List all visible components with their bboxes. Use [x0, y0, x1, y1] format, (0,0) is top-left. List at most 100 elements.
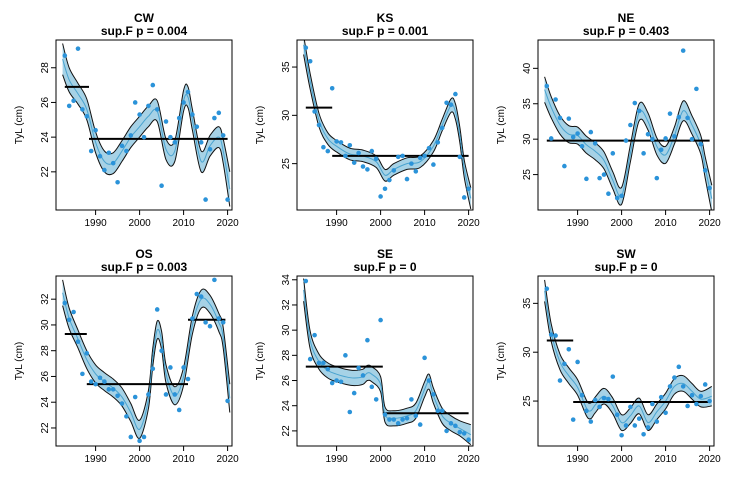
data-point	[395, 421, 401, 426]
data-point	[168, 365, 173, 370]
data-point	[172, 392, 178, 397]
data-point	[150, 366, 156, 372]
data-point	[453, 423, 458, 429]
y-axis-label: TyL (cm)	[496, 106, 507, 145]
y-tick-label: 25	[281, 158, 292, 170]
data-point	[694, 401, 699, 407]
x-tick-label: 1990	[566, 454, 589, 465]
data-point	[150, 82, 156, 88]
data-point	[417, 422, 423, 427]
chart-title: NE	[618, 11, 635, 25]
plot-area	[544, 279, 713, 438]
data-point	[62, 53, 68, 58]
data-point	[312, 109, 317, 114]
data-point	[207, 323, 213, 329]
data-point	[404, 176, 410, 182]
data-point	[80, 107, 85, 112]
data-point	[329, 380, 335, 386]
data-point	[194, 291, 200, 297]
data-point	[548, 136, 554, 141]
data-point	[119, 143, 125, 149]
data-point	[676, 114, 682, 120]
data-point	[110, 387, 116, 392]
data-point	[220, 133, 226, 138]
data-point	[146, 392, 151, 397]
data-point	[351, 160, 357, 165]
y-tick-label: 22	[40, 166, 51, 178]
data-point	[439, 408, 445, 414]
y-axis-label: TyL (cm)	[14, 342, 25, 381]
y-axis-label: TyL (cm)	[14, 106, 25, 145]
data-point	[141, 434, 147, 440]
data-point	[325, 148, 331, 154]
data-point	[378, 317, 383, 323]
chart-subtitle: sup.F p = 0.001	[342, 24, 429, 38]
data-point	[154, 107, 160, 112]
data-point	[562, 163, 567, 169]
data-point	[707, 398, 712, 404]
data-point	[159, 348, 164, 353]
x-tick-label: 1990	[325, 454, 348, 465]
y-tick-label: 35	[522, 297, 533, 309]
band-upper-edge	[544, 279, 713, 416]
y-tick-label: 25	[522, 169, 533, 181]
x-tick-label: 1990	[84, 218, 107, 229]
x-tick-label: 1990	[566, 218, 589, 229]
data-point	[570, 417, 576, 422]
data-point	[435, 140, 441, 145]
data-point	[461, 195, 467, 200]
data-point	[562, 361, 567, 367]
data-point	[382, 186, 388, 192]
data-point	[685, 403, 690, 409]
band-upper-edge	[303, 40, 472, 188]
panel-cw: 1990 2000 2010 2020 22 24 26 28 TyL (cm) CWsup.F …	[14, 11, 239, 229]
data-point	[658, 147, 664, 153]
chart-title: OS	[135, 247, 152, 261]
data-point	[106, 150, 112, 156]
band-upper-edge	[303, 278, 471, 426]
y-tick-label: 30	[281, 324, 292, 336]
data-point	[566, 116, 572, 121]
data-point	[566, 346, 572, 352]
data-point	[365, 337, 370, 343]
data-point	[115, 179, 120, 185]
data-point	[307, 356, 313, 362]
data-point	[102, 167, 107, 173]
data-point	[334, 378, 339, 383]
confidence-band	[62, 43, 230, 207]
band-lower-edge	[62, 305, 231, 439]
data-point	[461, 431, 467, 436]
data-point	[632, 423, 638, 428]
data-point	[369, 148, 375, 154]
y-tick-label: 26	[40, 370, 51, 382]
y-tick-label: 28	[40, 62, 51, 74]
band-lower-edge	[303, 54, 472, 210]
data-point	[466, 437, 471, 443]
data-point	[422, 153, 427, 159]
y-tick-label: 24	[281, 400, 292, 412]
data-point	[84, 350, 90, 356]
data-point	[645, 131, 651, 137]
y-axis-label: TyL (cm)	[255, 342, 266, 381]
data-point	[707, 185, 712, 191]
x-tick-label: 2020	[457, 218, 480, 229]
data-point	[338, 379, 344, 385]
data-point	[650, 401, 655, 407]
data-point	[176, 407, 182, 413]
confidence-band	[62, 279, 230, 439]
data-point	[619, 193, 624, 199]
chart-subtitle: sup.F p = 0	[594, 260, 657, 274]
data-point	[75, 46, 81, 51]
data-point	[303, 45, 309, 51]
data-point	[404, 415, 410, 421]
data-point	[312, 332, 317, 338]
chart-subtitle: sup.F p = 0.403	[583, 24, 670, 38]
data-point	[457, 154, 463, 160]
data-point	[88, 379, 94, 384]
data-point	[636, 108, 642, 114]
data-point	[575, 359, 580, 365]
data-point	[207, 146, 213, 152]
chart-title: SW	[616, 247, 636, 261]
